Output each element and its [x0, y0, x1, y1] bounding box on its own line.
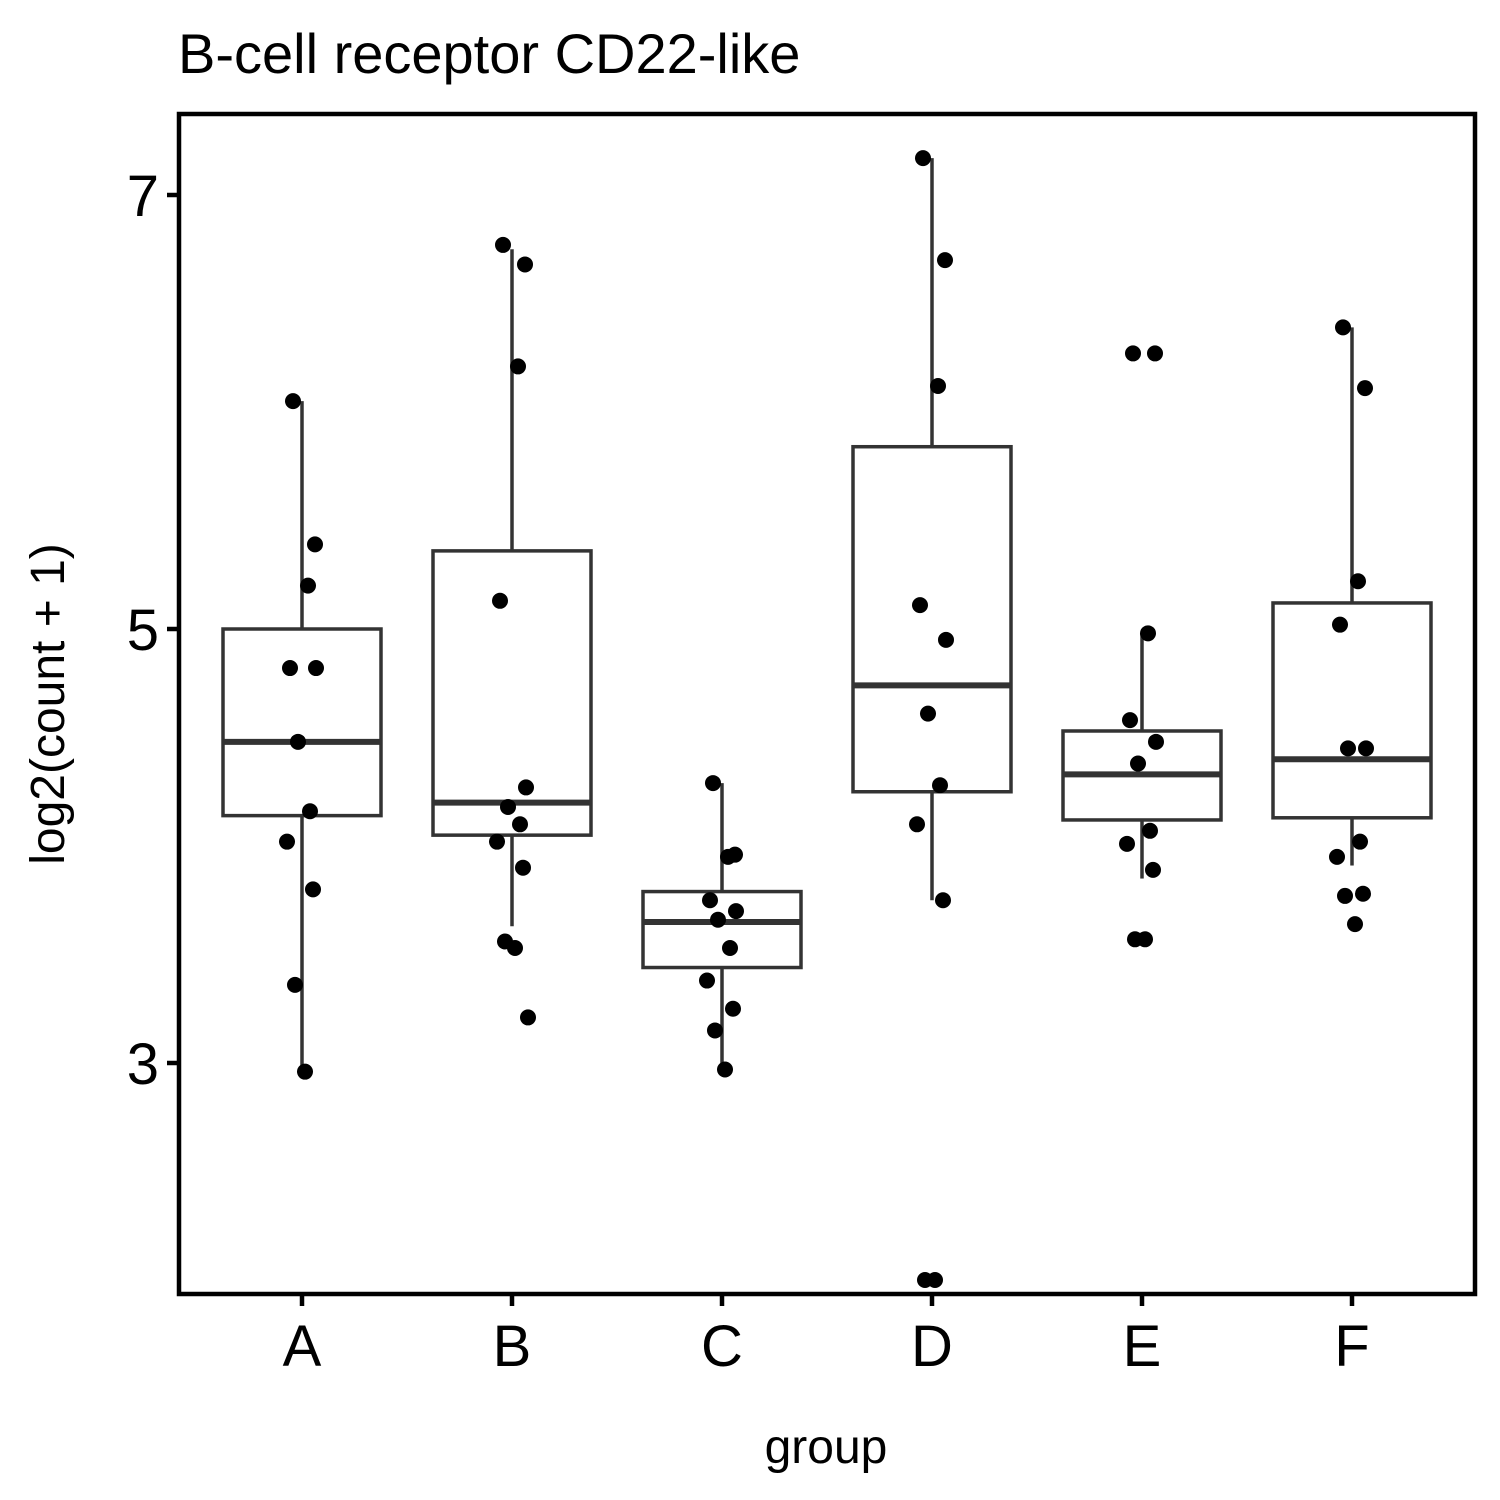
data-point [279, 833, 295, 850]
data-point [1147, 345, 1163, 362]
data-point [728, 903, 744, 920]
x-tick-label: C [701, 1314, 743, 1379]
x-tick-label: D [911, 1314, 953, 1379]
box-E [1061, 633, 1223, 879]
data-point [1355, 885, 1371, 902]
box-iqr [1271, 601, 1433, 820]
data-point [1122, 712, 1138, 729]
data-point [300, 577, 316, 594]
y-tick-label: 5 [127, 598, 159, 663]
x-tick-label: A [283, 1314, 322, 1379]
box-iqr [851, 444, 1013, 794]
data-point [1329, 848, 1345, 865]
data-point [725, 1000, 741, 1017]
data-point [1347, 916, 1363, 933]
data-point [287, 976, 303, 993]
data-point [927, 1272, 943, 1288]
data-point [920, 705, 936, 722]
data-point [1119, 835, 1135, 852]
plot-frame [176, 111, 1478, 1297]
data-point [492, 592, 508, 609]
boxes-layer [221, 158, 1433, 1070]
x-axis-title: group [765, 1421, 888, 1474]
data-point [510, 358, 526, 375]
data-point [1140, 625, 1156, 642]
data-point [302, 803, 318, 820]
box-iqr [641, 889, 803, 970]
data-point [512, 816, 528, 833]
points-E [1119, 345, 1164, 948]
data-point [518, 779, 534, 796]
data-point [935, 892, 951, 909]
data-point [515, 859, 531, 876]
points-A [279, 393, 324, 1080]
points-layer [279, 150, 1374, 1288]
data-point [937, 252, 953, 269]
data-point [1142, 822, 1158, 839]
data-point [720, 848, 736, 865]
data-point [285, 393, 301, 410]
data-point [1350, 573, 1366, 590]
data-point [909, 816, 925, 833]
data-point [710, 911, 726, 928]
points-F [1329, 319, 1374, 933]
y-axis: 3 5 7 [127, 164, 179, 1097]
data-point [1358, 740, 1374, 757]
data-point [507, 939, 523, 956]
data-point [1125, 345, 1141, 362]
data-point [705, 775, 721, 792]
data-point [307, 536, 323, 553]
data-point [520, 1009, 536, 1026]
x-tick-label: B [493, 1314, 532, 1379]
box-A [221, 401, 383, 1070]
data-point [297, 1063, 313, 1080]
data-point [915, 150, 931, 167]
y-axis-title: log2(count + 1) [22, 543, 75, 865]
data-point [1145, 861, 1161, 878]
data-point [517, 256, 533, 273]
data-point [308, 660, 324, 677]
box-iqr [221, 627, 383, 818]
data-point [1340, 740, 1356, 757]
data-point [912, 597, 928, 614]
x-tick-label: E [1123, 1314, 1162, 1379]
points-D [909, 150, 954, 1288]
box-B [431, 249, 593, 927]
data-point [717, 1061, 733, 1078]
data-point [938, 631, 954, 648]
data-point [707, 1022, 723, 1039]
box-C [641, 783, 803, 1070]
points-C [699, 775, 744, 1078]
data-point [282, 660, 298, 677]
data-point [1148, 733, 1164, 750]
data-point [1352, 833, 1368, 850]
data-point [305, 881, 321, 898]
data-point [1137, 931, 1153, 948]
data-point [1332, 616, 1348, 633]
y-tick-label: 3 [127, 1032, 159, 1097]
data-point [930, 377, 946, 394]
box-iqr [431, 549, 593, 837]
data-point [1337, 887, 1353, 904]
points-B [489, 236, 536, 1026]
data-point [722, 939, 738, 956]
data-point [1130, 755, 1146, 772]
data-point [495, 236, 511, 253]
box-D [851, 158, 1013, 901]
x-tick-label: F [1334, 1314, 1369, 1379]
data-point [699, 972, 715, 989]
box-F [1271, 327, 1433, 866]
data-point [1357, 380, 1373, 397]
chart-title: B-cell receptor CD22-like [178, 22, 800, 85]
x-axis: A B C D E F [283, 1294, 1370, 1379]
data-point [702, 892, 718, 909]
data-point [489, 833, 505, 850]
data-point [932, 777, 948, 794]
y-tick-label: 7 [127, 164, 159, 229]
data-point [1335, 319, 1351, 336]
data-point [500, 798, 516, 815]
data-point [290, 733, 306, 750]
